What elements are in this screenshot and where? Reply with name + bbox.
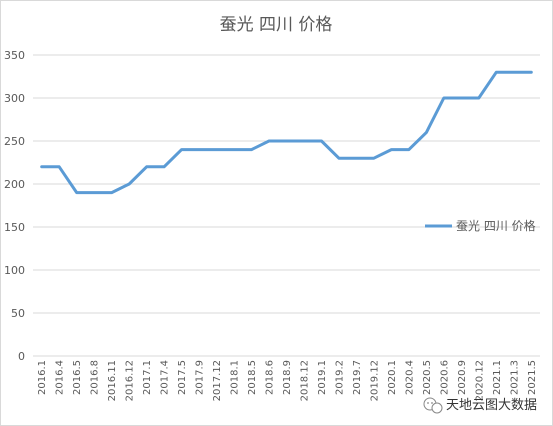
data-point — [425, 131, 428, 134]
y-tick-label: 100 — [4, 264, 25, 277]
data-point — [233, 148, 236, 151]
data-point — [215, 148, 218, 151]
data-point — [477, 97, 480, 100]
data-point — [198, 148, 201, 151]
watermark: 天地云图大数据 — [423, 397, 537, 414]
y-tick-label: 150 — [4, 221, 25, 234]
x-tick-label: 2020.12 — [474, 360, 485, 401]
x-tick-label: 2021.3 — [509, 360, 520, 395]
x-tick-label: 2017.12 — [212, 360, 223, 401]
y-tick-label: 250 — [4, 135, 25, 148]
data-point — [75, 191, 78, 194]
wechat-icon — [423, 397, 443, 414]
y-tick-label: 200 — [4, 178, 25, 191]
data-point — [372, 157, 375, 160]
data-point — [320, 140, 323, 143]
x-tick-label: 2019.1 — [317, 360, 328, 395]
y-tick-label: 0 — [18, 350, 25, 363]
x-tick-label: 2020.1 — [387, 360, 398, 395]
x-tick-label: 2016.8 — [90, 360, 101, 395]
x-tick-label: 2016.5 — [72, 360, 83, 395]
x-tick-label: 2019.12 — [369, 360, 380, 401]
x-tick-label: 2018.5 — [247, 360, 258, 395]
x-tick-label: 2017.1 — [142, 360, 153, 395]
y-tick-label: 300 — [4, 92, 25, 105]
data-point — [128, 183, 131, 186]
y-tick-label: 350 — [4, 49, 25, 62]
x-axis-ticks: 2016.1 2016.4 2016.5 2016.8 2016.11 2016.12 20… — [37, 360, 538, 401]
data-point — [495, 71, 498, 74]
data-point — [530, 71, 533, 74]
data-point — [460, 97, 463, 100]
x-tick-label: 2016.11 — [107, 360, 118, 401]
x-tick-label: 2020.5 — [422, 360, 433, 395]
data-point — [145, 165, 148, 168]
x-tick-label: 2016.12 — [125, 360, 136, 401]
x-tick-label: 2018.9 — [282, 360, 293, 395]
data-point — [512, 71, 515, 74]
legend-label: 蚕光 四川 价格 — [456, 218, 536, 233]
gridlines — [33, 54, 540, 357]
data-point — [355, 157, 358, 160]
x-tick-label: 2017.9 — [195, 360, 206, 395]
watermark-text: 天地云图大数据 — [446, 398, 537, 413]
x-tick-label: 2016.4 — [55, 360, 66, 395]
data-point — [285, 140, 288, 143]
chart-title: 蚕光 四川 价格 — [220, 15, 333, 35]
legend: 蚕光 四川 价格 — [425, 218, 536, 233]
data-point — [337, 157, 340, 160]
x-tick-label: 2017.5 — [177, 360, 188, 395]
data-point — [180, 148, 183, 151]
data-point — [93, 191, 96, 194]
data-point — [302, 140, 305, 143]
data-point — [268, 140, 271, 143]
series-line — [40, 70, 533, 195]
data-point — [390, 148, 393, 151]
x-tick-label: 2020.6 — [439, 360, 450, 395]
x-tick-label: 2018.12 — [299, 360, 310, 401]
data-point — [163, 165, 166, 168]
x-tick-label: 2021.1 — [492, 360, 503, 395]
y-tick-label: 50 — [11, 307, 25, 320]
x-tick-label: 2019.7 — [352, 360, 363, 395]
x-tick-label: 2018.1 — [230, 360, 241, 395]
x-tick-label: 2020.9 — [457, 360, 468, 395]
x-tick-label: 2016.1 — [37, 360, 48, 395]
data-point — [250, 148, 253, 151]
y-axis-ticks: 0 50 100 150 200 250 300 350 — [4, 49, 25, 363]
x-tick-label: 2020.4 — [404, 360, 415, 395]
data-point — [110, 191, 113, 194]
data-point — [58, 165, 61, 168]
x-tick-label: 2018.6 — [265, 360, 276, 395]
data-point — [40, 165, 43, 168]
x-tick-label: 2021.5 — [527, 360, 538, 395]
x-tick-label: 2019.2 — [334, 360, 345, 395]
data-point — [407, 148, 410, 151]
data-point — [442, 97, 445, 100]
x-tick-label: 2017.4 — [160, 360, 171, 395]
series-group — [40, 70, 533, 195]
